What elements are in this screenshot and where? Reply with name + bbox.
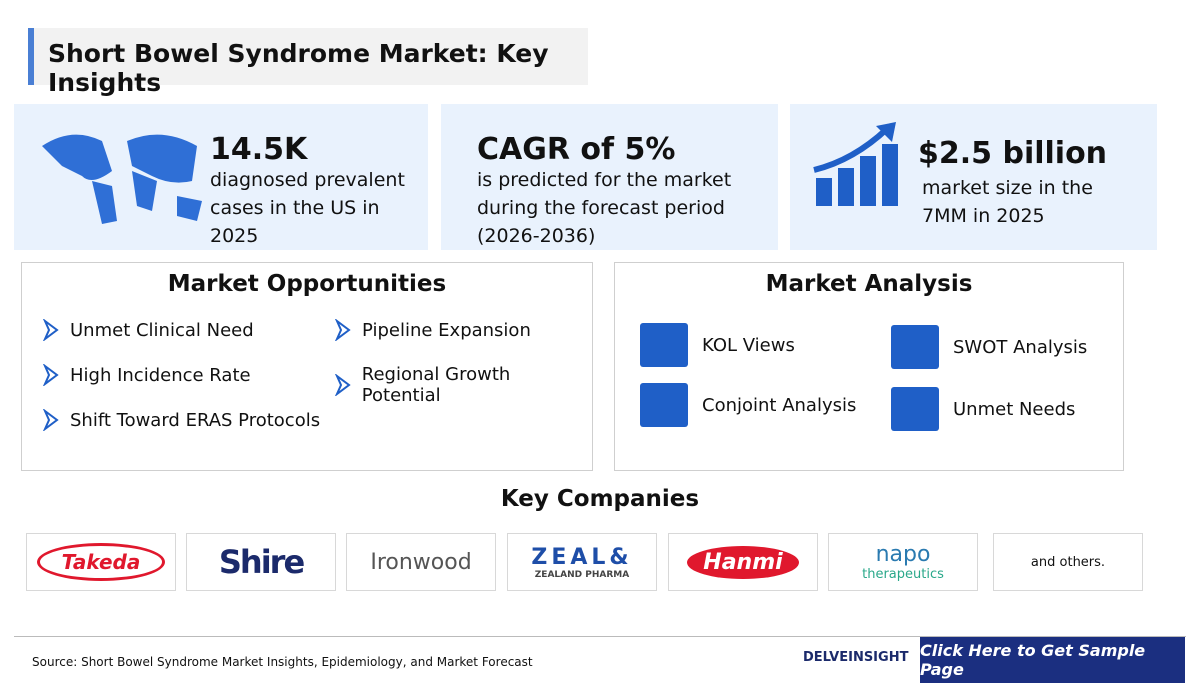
stat-card: CAGR of 5% is predicted for the market d…	[441, 104, 778, 250]
analysis-item: KOL Views	[640, 323, 795, 367]
chevron-icon	[43, 409, 59, 431]
item-text: Regional Growth Potential	[361, 364, 511, 406]
logo: Shire	[186, 533, 336, 591]
logo-text: ZEAL&	[531, 544, 633, 570]
logo-text: Shire	[218, 543, 305, 581]
chevron-icon	[43, 319, 59, 341]
item-text: Pipeline Expansion	[362, 319, 531, 341]
logo: Ironwood	[346, 533, 496, 591]
item-text: KOL Views	[702, 334, 795, 356]
stat-value: CAGR of 5%	[477, 132, 676, 167]
chevron-icon	[335, 374, 351, 396]
logo: and others.	[993, 533, 1143, 591]
stat-value: $2.5 billion	[918, 136, 1108, 171]
section-title: Key Companies	[500, 486, 700, 512]
logo-text: napo	[875, 542, 931, 567]
chevron-icon	[43, 364, 59, 386]
source: Source: Short Bowel Syndrome Market Insi…	[32, 655, 533, 669]
stat-text: is predicted for the market during the f…	[477, 169, 732, 247]
analysis-icon	[891, 325, 939, 369]
analysis-icon	[640, 383, 688, 427]
opportunities-box: Market Opportunities Unmet Clinical Need…	[21, 262, 593, 471]
item-text: High Incidence Rate	[70, 364, 251, 386]
stat-text: market size in the 7MM in 2025	[922, 177, 1093, 227]
analysis-item: Conjoint Analysis	[640, 383, 856, 427]
item-text: SWOT Analysis	[953, 336, 1088, 358]
opportunity-item: Shift Toward ERAS Protocols	[42, 409, 320, 431]
stat-text: diagnosed prevalent cases in the US in 2…	[210, 169, 405, 247]
stat-value: 14.5K	[210, 132, 308, 167]
logo: Hanmi	[668, 533, 818, 591]
stat-card: 14.5K diagnosed prevalent cases in the U…	[14, 104, 428, 250]
analysis-item: SWOT Analysis	[891, 325, 1087, 369]
logo-text: ZEALAND PHARMA	[534, 569, 630, 580]
world-map-icon	[42, 134, 202, 224]
brand: DELVEINSIGHT	[803, 650, 909, 665]
analysis-box: Market Analysis KOL Views SWOT Analysis Co…	[614, 262, 1124, 471]
opportunity-item: High Incidence Rate	[42, 364, 251, 386]
sample-button[interactable]: Click Here to Get Sample Page	[920, 637, 1185, 683]
logo: Takeda	[26, 533, 176, 591]
title: Short Bowel Syndrome Market: Key Insight…	[28, 28, 588, 97]
divider	[14, 636, 1186, 637]
chevron-icon	[335, 319, 351, 341]
stat-card: $2.5 billion market size in the 7MM in 2…	[790, 104, 1157, 250]
logo-text: Takeda	[36, 543, 166, 581]
analysis-icon	[640, 323, 688, 367]
analysis-item: Unmet Needs	[891, 387, 1075, 431]
logo: ZEAL& ZEALAND PHARMA	[507, 533, 657, 591]
opportunity-item: Regional Growth Potential	[334, 364, 592, 406]
opportunity-item: Unmet Clinical Need	[42, 319, 254, 341]
item-text: Shift Toward ERAS Protocols	[70, 409, 321, 431]
analysis-icon	[891, 387, 939, 431]
logo-text: Ironwood	[370, 549, 472, 575]
item-text: Conjoint Analysis	[702, 394, 857, 416]
section-title: Market Opportunities	[167, 271, 447, 297]
logo-text: Hanmi	[687, 545, 799, 579]
growth-icon	[813, 122, 898, 206]
opportunity-item: Pipeline Expansion	[334, 319, 531, 341]
item-text: Unmet Clinical Need	[70, 319, 254, 341]
logo: napo therapeutics	[828, 533, 978, 591]
section-title: Market Analysis	[765, 271, 973, 297]
logo-text: and others.	[1030, 554, 1106, 570]
item-text: Unmet Needs	[953, 398, 1076, 420]
logo-text: therapeutics	[862, 567, 944, 582]
